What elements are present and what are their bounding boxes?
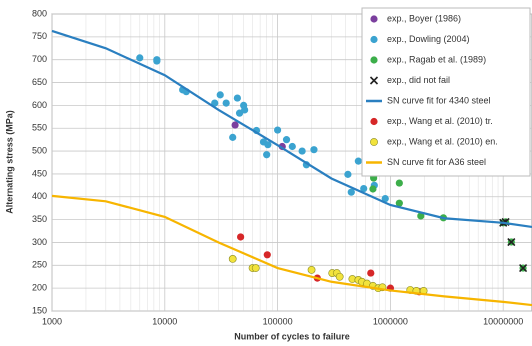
point <box>233 94 241 102</box>
point <box>229 133 237 141</box>
legend-label: exp., Wang et al. (2010) en. <box>387 136 498 146</box>
point <box>370 56 378 64</box>
point <box>216 91 224 99</box>
curve <box>51 29 532 229</box>
point <box>231 121 239 129</box>
x-tick-label: 10000 <box>152 316 177 326</box>
y-tick-label: 800 <box>32 8 47 18</box>
x-tick-label: 1000 <box>42 316 62 326</box>
point <box>136 54 144 62</box>
point <box>211 99 219 107</box>
legend-label: exp., Boyer (1986) <box>387 13 461 23</box>
point <box>370 117 378 126</box>
legend-box <box>361 7 531 177</box>
point <box>354 157 362 165</box>
point <box>288 142 296 151</box>
legend-label: exp., did not fail <box>387 75 450 85</box>
point <box>335 272 344 281</box>
point <box>274 126 282 134</box>
cross-stroke <box>519 263 528 273</box>
legend-label: exp., Dowling (2004) <box>387 34 470 44</box>
x-tick-label: 100000 <box>263 316 293 326</box>
cross-marker <box>507 237 516 247</box>
point <box>237 233 245 241</box>
x-tick-label: 1000000 <box>373 316 408 326</box>
point <box>240 101 248 109</box>
y-tick-label: 300 <box>32 237 47 247</box>
cross-stroke <box>369 76 379 85</box>
point <box>298 147 306 155</box>
point <box>153 57 161 65</box>
y-tick-label: 350 <box>32 214 47 224</box>
point <box>417 212 425 220</box>
cross-marker <box>519 263 528 273</box>
point <box>222 99 230 107</box>
legend-label: exp., Ragab et al. (1989) <box>387 54 486 64</box>
y-tick-label: 450 <box>32 168 47 178</box>
y-tick-label: 700 <box>32 54 47 64</box>
y-tick-label: 750 <box>32 31 47 41</box>
point <box>370 15 378 23</box>
point <box>381 194 389 203</box>
legend-label: exp., Wang et al. (2010) tr. <box>387 116 493 126</box>
cross-marker <box>369 76 379 85</box>
y-tick-label: 600 <box>32 100 47 110</box>
point <box>367 269 375 277</box>
point <box>370 35 378 44</box>
point <box>251 264 260 272</box>
cross-stroke <box>507 237 516 247</box>
x-axis-title: Number of cycles to failure <box>234 331 350 341</box>
point <box>370 138 378 146</box>
legend-label: SN curve fit for A36 steel <box>387 157 486 167</box>
y-tick-label: 250 <box>32 260 47 270</box>
point <box>264 141 272 149</box>
y-tick-label: 150 <box>32 305 47 315</box>
point <box>347 188 355 196</box>
y-tick-label: 500 <box>32 145 47 155</box>
legend: exp., Boyer (1986) exp., Dowling (2004) ex… <box>361 7 531 177</box>
point <box>310 146 318 154</box>
point <box>263 151 271 159</box>
point <box>344 170 352 178</box>
legend-label: SN curve fit for 4340 steel <box>387 95 491 105</box>
point <box>228 255 237 263</box>
point <box>282 136 291 144</box>
y-tick-label: 650 <box>32 77 47 87</box>
point <box>307 265 316 274</box>
point <box>395 199 403 207</box>
y-axis-title: Alternating stress (MPa) <box>4 110 14 214</box>
curve <box>51 194 532 307</box>
point <box>395 179 403 187</box>
y-tick-label: 400 <box>32 191 47 201</box>
point <box>369 185 377 193</box>
y-tick-label: 550 <box>32 123 47 133</box>
point <box>360 184 368 193</box>
x-tick-label: 10000000 <box>483 316 523 326</box>
point <box>263 251 271 259</box>
y-tick-label: 200 <box>32 283 47 293</box>
